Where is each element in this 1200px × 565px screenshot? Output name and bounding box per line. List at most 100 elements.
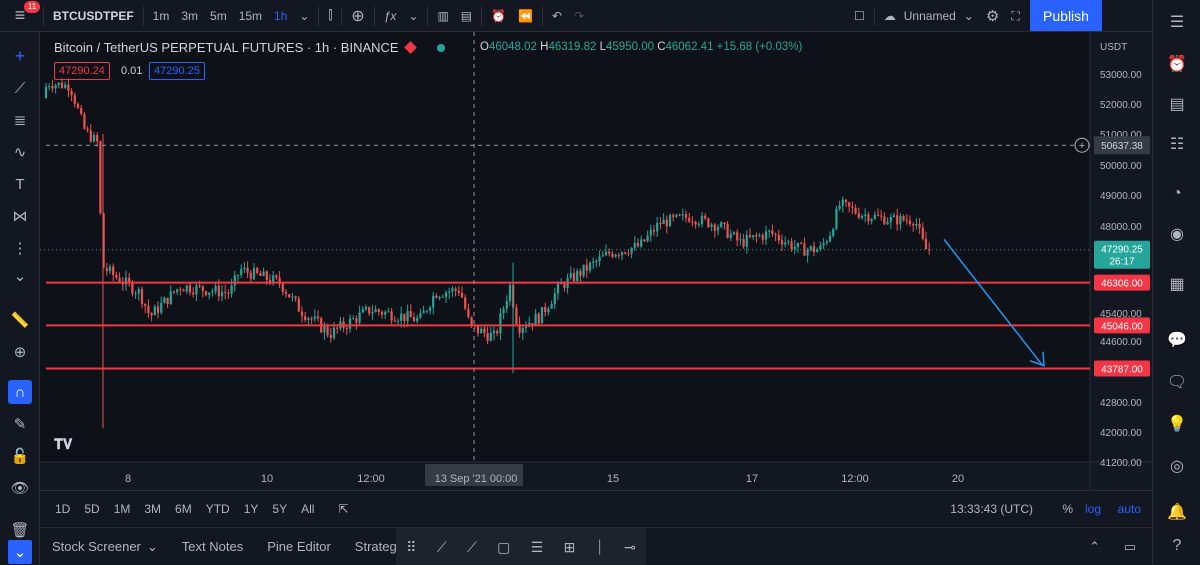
redo-icon[interactable]: ↷ xyxy=(574,8,585,23)
range-3m[interactable]: 3M xyxy=(144,501,162,516)
ruler-icon[interactable]: 📏 xyxy=(10,312,30,329)
time-tick-label: 15 xyxy=(607,473,619,485)
range-ytd[interactable]: YTD xyxy=(205,501,230,516)
interval-1h[interactable]: 1h xyxy=(274,8,288,23)
candle-body xyxy=(60,82,64,88)
private-chat-icon[interactable]: 🗨 xyxy=(1166,374,1188,391)
sell-button[interactable]: 47290.24 xyxy=(54,62,110,80)
collapse-icon[interactable]: ⌄ xyxy=(8,540,32,564)
alarm-clock-icon[interactable]: ⏰ xyxy=(1167,56,1187,73)
trendline-icon[interactable]: ⟋ xyxy=(14,79,26,97)
chevron-down-circle-icon[interactable]: ⌄ xyxy=(13,268,27,285)
range-5y[interactable]: 5Y xyxy=(272,501,288,516)
tab-pine-editor[interactable]: Pine Editor xyxy=(267,539,331,554)
candle-body xyxy=(624,252,627,254)
pattern-icon[interactable]: ∿ xyxy=(13,144,27,161)
interval-1m[interactable]: 1m xyxy=(152,8,170,23)
horizontal-ray-icon[interactable]: ⊸ xyxy=(624,538,636,555)
indicators-icon[interactable]: ƒx xyxy=(383,8,397,23)
goto-date-icon[interactable]: ⇱ xyxy=(338,501,349,516)
idea-bulb-icon[interactable]: 💡 xyxy=(1167,416,1187,433)
streams-icon[interactable]: ◎ xyxy=(1170,458,1184,475)
chevron-down-icon[interactable]: ⌄ xyxy=(963,9,974,23)
range-6m[interactable]: 6M xyxy=(175,501,192,516)
interval-3m[interactable]: 3m xyxy=(181,8,199,23)
tab-text-notes[interactable]: Text Notes xyxy=(181,539,244,554)
trend-arrow-head xyxy=(1029,351,1045,367)
hotlist-icon[interactable]: ☷ xyxy=(1169,136,1185,153)
chat-icon[interactable]: 💬 xyxy=(1167,332,1187,349)
lock-pencil-icon[interactable]: ✎ xyxy=(13,416,27,433)
trendline-icon[interactable]: ⟋ xyxy=(466,538,477,555)
long-position-icon[interactable]: ⊞ xyxy=(563,538,576,555)
interval-5m[interactable]: 5m xyxy=(210,8,227,23)
calendar-icon[interactable]: ◔ xyxy=(1172,185,1182,202)
range-1d[interactable]: 1D xyxy=(55,501,71,516)
close-value: 46062.41 xyxy=(665,41,714,53)
candle-body xyxy=(140,289,144,304)
trash-icon[interactable]: 🗑 xyxy=(10,522,30,539)
candle-body xyxy=(912,224,915,226)
chevron-down-icon[interactable]: ⌄ xyxy=(408,8,419,23)
candle-body xyxy=(118,277,121,283)
publish-button[interactable]: Publish xyxy=(1030,0,1102,31)
eye-icon[interactable]: 👁 xyxy=(10,480,30,497)
text-icon[interactable]: T xyxy=(15,175,25,193)
auto-toggle[interactable]: auto xyxy=(1117,501,1141,516)
compare-plus-icon[interactable]: ⊕ xyxy=(351,7,365,25)
percent-toggle[interactable]: % xyxy=(1062,501,1073,516)
ray-icon[interactable]: ⟋ xyxy=(436,538,447,555)
help-icon[interactable]: ? xyxy=(1172,537,1182,554)
data-window-icon[interactable]: ▤ xyxy=(1169,96,1185,113)
candle-body xyxy=(166,297,169,304)
measure-tools-icon[interactable]: ⋮ xyxy=(12,240,28,257)
range-5d[interactable]: 5D xyxy=(84,501,100,516)
tab-stock-screener[interactable]: Stock Screener ⌄ xyxy=(52,538,158,555)
ideas-icon[interactable]: ◉ xyxy=(1170,226,1184,243)
magnet-icon[interactable]: ∩ xyxy=(8,380,32,404)
candle-body xyxy=(595,261,598,263)
news-icon[interactable]: ▦ xyxy=(1169,276,1185,293)
watchlist-icon[interactable]: ☰ xyxy=(1169,14,1185,31)
layout-name[interactable]: Unnamed xyxy=(903,9,956,23)
clock-time[interactable]: 13:33:43 (UTC) xyxy=(950,501,1033,516)
zoom-icon[interactable]: ⊕ xyxy=(13,344,27,361)
symbol-search[interactable]: BTCUSDTPEF xyxy=(53,8,134,23)
settings-gear-icon[interactable]: ⚙ xyxy=(985,8,1000,25)
collapse-panel-icon[interactable]: ⌃ xyxy=(1089,538,1100,554)
fullscreen-icon[interactable]: ⛶ xyxy=(1011,8,1020,23)
interval-15m[interactable]: 15m xyxy=(238,8,263,23)
lock-icon[interactable]: 🔓 xyxy=(10,448,30,465)
log-toggle[interactable]: log xyxy=(1084,501,1101,516)
replay-icon[interactable]: ⏪ xyxy=(518,8,534,23)
vertical-line-icon[interactable]: ⏐ xyxy=(595,538,604,555)
maximize-panel-icon[interactable]: ▭ xyxy=(1123,538,1136,554)
fib-icon[interactable]: ≣ xyxy=(13,112,27,129)
candle-body xyxy=(668,215,672,227)
candle-body xyxy=(886,222,889,225)
menu-button[interactable]: ≡ 11 xyxy=(0,0,40,32)
crosshair-price-box xyxy=(1094,136,1150,155)
drag-handle-icon[interactable]: ⠿ xyxy=(406,538,417,555)
chart-area[interactable]: 53000.00 52000.00 51000.00 50000.00 49000.00… xyxy=(40,32,1152,490)
crosshair-icon[interactable]: + xyxy=(14,45,26,66)
alert-icon[interactable]: ⏰ xyxy=(491,8,507,23)
tab-strategy[interactable]: Strategy xyxy=(354,539,404,554)
prediction-icon[interactable]: ⋈ xyxy=(12,208,28,225)
financials-icon[interactable]: ▥ xyxy=(437,8,449,23)
price-chart[interactable]: 53000.00 52000.00 51000.00 50000.00 49000.00… xyxy=(40,32,1152,490)
templates-icon[interactable]: ▤ xyxy=(460,8,473,23)
price-tick-label: 41200.00 xyxy=(1100,458,1142,469)
range-1m[interactable]: 1M xyxy=(113,501,131,516)
parallel-channel-icon[interactable]: ☰ xyxy=(530,538,544,555)
undo-icon[interactable]: ↶ xyxy=(552,8,563,23)
range-all[interactable]: All xyxy=(301,501,315,516)
checkbox-icon[interactable]: ☐ xyxy=(854,9,865,23)
range-1y[interactable]: 1Y xyxy=(243,501,259,516)
chevron-down-icon[interactable]: ⌄ xyxy=(299,8,310,23)
buy-button[interactable]: 47290.25 xyxy=(149,62,205,80)
candles-icon[interactable]: ⫿ xyxy=(328,8,333,22)
rectangle-icon[interactable]: ▢ xyxy=(497,538,511,555)
candle-body xyxy=(432,295,435,308)
bell-icon[interactable]: 🔔 xyxy=(1167,504,1187,521)
